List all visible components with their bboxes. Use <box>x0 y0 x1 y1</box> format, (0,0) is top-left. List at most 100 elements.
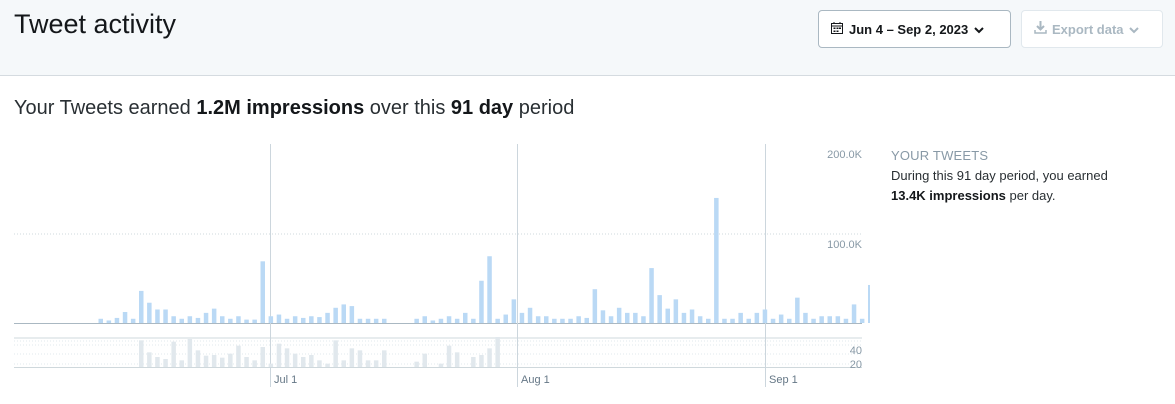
impressions-bar <box>568 318 573 323</box>
impressions-bar <box>673 299 679 323</box>
impressions-bar <box>851 304 857 323</box>
impressions-bar <box>171 316 176 323</box>
summary-suffix: period <box>513 97 575 119</box>
engagements-bar <box>244 357 249 367</box>
impressions-bar <box>317 317 322 323</box>
impressions-bar <box>868 284 870 323</box>
impressions-bar <box>438 318 444 323</box>
impressions-bar <box>163 309 168 323</box>
impressions-bar <box>819 316 824 323</box>
impressions-bar <box>608 316 614 323</box>
impressions-bar <box>811 318 816 323</box>
x-tick-label: Jul 1 <box>274 374 297 386</box>
impressions-bar <box>147 302 152 323</box>
engagements-bar <box>203 355 209 367</box>
impressions-bar <box>195 317 201 323</box>
engagements-bar <box>471 357 476 367</box>
engagements-bar <box>187 339 193 367</box>
export-data-label: Export data <box>1052 21 1124 37</box>
summary-impressions: 1.2M impressions <box>196 97 365 119</box>
engagements-bar <box>292 353 298 367</box>
x-tick-label: Sep 1 <box>769 374 798 386</box>
impressions-bar <box>365 318 371 323</box>
engagements-bar <box>163 359 168 367</box>
summary-middle: over this <box>364 97 451 119</box>
impressions-bar <box>357 318 363 323</box>
x-tick-label: Aug 1 <box>521 374 550 386</box>
impressions-bar <box>665 308 670 323</box>
export-data-button[interactable]: Export data <box>1021 10 1163 48</box>
impressions-bar <box>689 309 695 323</box>
engagements-bar <box>357 350 363 367</box>
impressions-bar <box>268 316 274 323</box>
engagements-bar <box>487 348 492 367</box>
impressions-bar <box>187 316 193 323</box>
impressions-bar <box>584 317 589 323</box>
engagements-bar <box>422 353 427 367</box>
date-range-dropdown[interactable]: Jun 4 – Sep 2, 2023 <box>818 10 1011 48</box>
impressions-bar <box>859 318 865 323</box>
impressions-bar <box>649 268 654 323</box>
impressions-bar <box>600 310 606 323</box>
impressions-bar <box>130 318 136 323</box>
engagements-bar <box>211 355 217 367</box>
engagements-bar <box>438 363 444 367</box>
engagements-bar <box>139 340 144 367</box>
impressions-bar <box>681 312 687 323</box>
impressions-bar <box>454 318 460 323</box>
date-range-label: Jun 4 – Sep 2, 2023 <box>849 21 969 37</box>
your-tweets-panel: YOUR TWEETS During this 91 day period, y… <box>891 146 1161 206</box>
impressions-bar <box>544 316 549 323</box>
engagements-bar <box>220 357 225 367</box>
engagements-bar <box>382 350 387 367</box>
download-icon <box>1034 21 1047 37</box>
impressions-bar <box>244 319 249 323</box>
engagements-bar <box>147 352 152 367</box>
engagements-bar <box>373 360 379 367</box>
engagements-bar <box>317 360 322 367</box>
impressions-bar <box>560 318 565 323</box>
impressions-bar <box>616 307 622 323</box>
impressions-bar <box>98 318 103 323</box>
impressions-bar <box>325 312 330 323</box>
engagements-bar <box>309 355 314 367</box>
engagements-bar <box>495 337 500 367</box>
impressions-bar <box>697 316 703 323</box>
engagements-bar <box>341 360 346 367</box>
impressions-bar <box>762 309 768 323</box>
impressions-bar <box>284 318 290 323</box>
impressions-bar <box>535 316 541 323</box>
impressions-bar <box>714 197 719 323</box>
impressions-bar <box>633 312 638 323</box>
impressions-bar <box>835 316 841 323</box>
impressions-bar <box>292 316 298 323</box>
y-tick-label: 40 <box>850 345 862 357</box>
per-day-text: During this 91 day period, you earned 13… <box>891 166 1161 206</box>
impressions-bar <box>349 306 355 323</box>
impressions-bar <box>122 312 128 323</box>
impressions-bar <box>309 316 314 323</box>
impressions-bar <box>333 307 338 323</box>
engagements-bar <box>414 361 419 367</box>
impressions-summary: Your Tweets earned 1.2M impressions over… <box>14 97 574 120</box>
summary-prefix: Your Tweets earned <box>14 97 197 119</box>
impressions-bar <box>422 316 427 323</box>
impressions-bar <box>211 308 217 323</box>
engagements-bar <box>284 348 290 367</box>
impressions-bar <box>463 312 468 323</box>
impressions-bar <box>139 290 144 323</box>
calendar-icon <box>831 21 843 37</box>
engagements-bar <box>276 343 282 367</box>
per-day-line1: During this 91 day period, you earned <box>891 168 1108 183</box>
impressions-bar <box>576 316 581 323</box>
impressions-bar <box>479 280 484 323</box>
impressions-bar <box>155 309 160 323</box>
impressions-chart: Jul 1 Aug 1 Sep 1 200.0K 100.0K 40 20 <box>14 144 870 387</box>
engagements-bar <box>446 345 452 367</box>
impressions-bar <box>228 318 233 323</box>
impressions-bar <box>260 261 265 323</box>
engagements-bar <box>333 340 338 367</box>
impressions-bar <box>641 316 646 323</box>
summary-days: 91 day <box>450 97 514 119</box>
impressions-bar <box>803 312 808 323</box>
